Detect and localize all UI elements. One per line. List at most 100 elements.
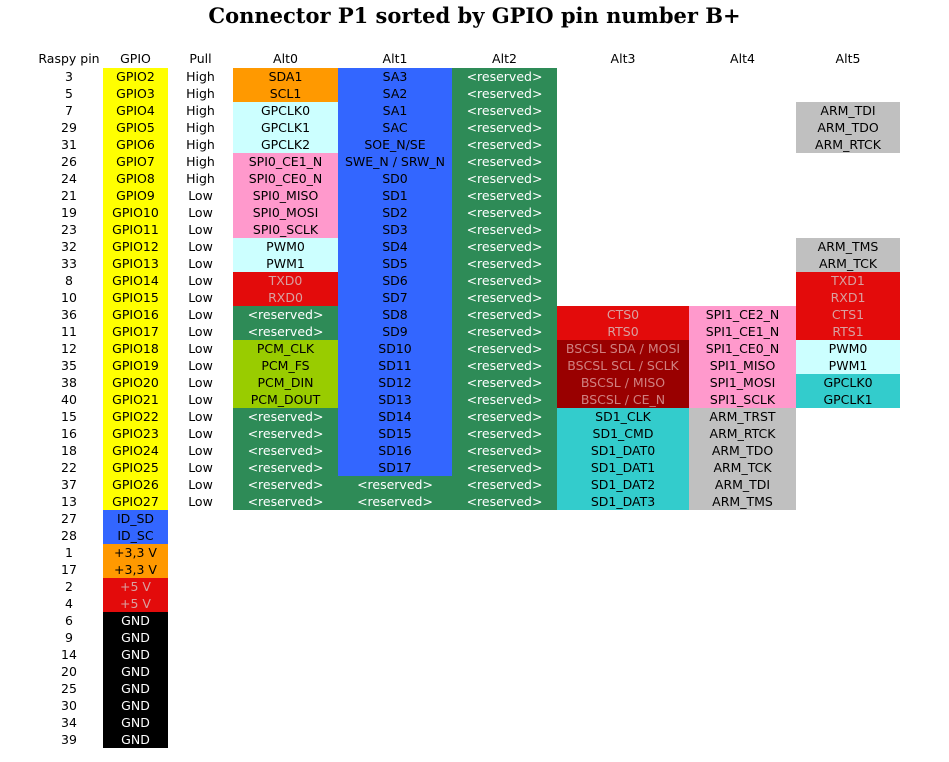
table-row: 27 ID_SD [35, 510, 900, 527]
pull-cell [168, 561, 233, 578]
pull-cell: High [186, 171, 215, 186]
alt5-cell-empty [796, 153, 900, 170]
alt1-cell: SAC [338, 119, 452, 136]
header-row: Raspy pin GPIO Pull Alt0 Alt1 Alt2 Alt3 … [35, 49, 900, 68]
alt4-cell: SPI1_CE1_N [689, 323, 796, 340]
alt3-cell: CTS0 [557, 306, 689, 323]
alt3-cell-empty [557, 255, 689, 272]
alt0-cell: PCM_DOUT [233, 391, 338, 408]
alt3-cell-empty [557, 714, 689, 731]
raspy-pin-cell: 10 [61, 290, 77, 305]
pull-cell [168, 578, 233, 595]
alt5-cell-empty [796, 714, 900, 731]
raspy-pin-cell: 24 [61, 171, 77, 186]
gpio-cell: ID_SD [103, 510, 168, 527]
raspy-pin-cell: 16 [61, 426, 77, 441]
alt5-cell-empty [796, 697, 900, 714]
gpio-cell: GND [103, 612, 168, 629]
pull-cell [168, 510, 233, 527]
raspy-pin-cell: 6 [65, 613, 73, 628]
alt0-cell-empty [233, 544, 338, 561]
table-row: 20 GND [35, 663, 900, 680]
alt3-cell: SD1_CMD [557, 425, 689, 442]
alt4-cell-empty [689, 731, 796, 748]
table-row: 9 GND [35, 629, 900, 646]
alt4-cell-empty [689, 238, 796, 255]
alt2-cell-empty [452, 697, 557, 714]
alt1-cell: SD12 [338, 374, 452, 391]
alt4-cell-empty [689, 510, 796, 527]
alt4-cell-empty [689, 680, 796, 697]
raspy-pin-cell: 11 [61, 324, 77, 339]
gpio-cell: GPIO26 [103, 476, 168, 493]
alt4-cell: ARM_TRST [689, 408, 796, 425]
alt1-cell-empty [338, 646, 452, 663]
alt1-cell-empty [338, 731, 452, 748]
alt2-cell-empty [452, 527, 557, 544]
raspy-pin-cell: 2 [65, 579, 73, 594]
alt1-cell: SD14 [338, 408, 452, 425]
alt0-cell-empty [233, 629, 338, 646]
alt1-cell-empty [338, 629, 452, 646]
table-row: 40 GPIO21 Low PCM_DOUT SD13 <reserved> BSCSL /… [35, 391, 900, 408]
alt5-cell-empty [796, 204, 900, 221]
raspy-pin-cell: 9 [65, 630, 73, 645]
table-row: 21 GPIO9 Low SPI0_MISO SD1 <reserved> [35, 187, 900, 204]
gpio-cell: GPIO20 [103, 374, 168, 391]
alt2-cell: <reserved> [452, 340, 557, 357]
gpio-cell: GND [103, 663, 168, 680]
alt5-cell-empty [796, 527, 900, 544]
gpio-cell: GPIO4 [103, 102, 168, 119]
alt3-cell: BSCSL / CE_N [557, 391, 689, 408]
alt0-cell-empty [233, 714, 338, 731]
alt2-cell-empty [452, 680, 557, 697]
table-row: 17 +3,3 V [35, 561, 900, 578]
alt5-cell-empty [796, 680, 900, 697]
alt4-cell-empty [689, 255, 796, 272]
pull-cell [168, 697, 233, 714]
alt1-cell: SD6 [338, 272, 452, 289]
alt0-cell: PCM_CLK [233, 340, 338, 357]
alt5-cell-empty [796, 85, 900, 102]
gpio-cell: GPIO22 [103, 408, 168, 425]
alt2-cell-empty [452, 663, 557, 680]
alt4-cell-empty [689, 544, 796, 561]
page-title: Connector P1 sorted by GPIO pin number B… [208, 3, 741, 28]
alt3-cell-empty [557, 510, 689, 527]
gpio-cell: GPIO19 [103, 357, 168, 374]
alt0-cell: PCM_FS [233, 357, 338, 374]
raspy-pin-cell: 36 [61, 307, 77, 322]
alt4-cell: SPI1_MOSI [689, 374, 796, 391]
alt3-cell-empty [557, 204, 689, 221]
table-row: 7 GPIO4 High GPCLK0 SA1 <reserved> ARM_TDI [35, 102, 900, 119]
gpio-cell: +5 V [103, 595, 168, 612]
alt1-cell-empty [338, 714, 452, 731]
alt1-cell: SA3 [338, 68, 452, 85]
raspy-pin-cell: 17 [61, 562, 77, 577]
alt5-cell: GPCLK1 [796, 391, 900, 408]
alt1-cell: SD5 [338, 255, 452, 272]
alt4-cell-empty [689, 527, 796, 544]
alt0-cell: GPCLK2 [233, 136, 338, 153]
alt1-cell: SD13 [338, 391, 452, 408]
pull-cell: Low [188, 256, 213, 271]
gpio-cell: GPIO8 [103, 170, 168, 187]
alt0-cell: PCM_DIN [233, 374, 338, 391]
table-row: 12 GPIO18 Low PCM_CLK SD10 <reserved> BSCSL SD… [35, 340, 900, 357]
gpio-cell: ID_SC [103, 527, 168, 544]
pull-cell [168, 731, 233, 748]
alt5-cell-empty [796, 476, 900, 493]
table-row: 14 GND [35, 646, 900, 663]
raspy-pin-cell: 7 [65, 103, 73, 118]
alt2-cell-empty [452, 578, 557, 595]
alt5-cell-empty [796, 646, 900, 663]
gpio-cell: GPIO15 [103, 289, 168, 306]
alt3-cell-empty [557, 629, 689, 646]
table-row: 35 GPIO19 Low PCM_FS SD11 <reserved> BSCSL SCL… [35, 357, 900, 374]
alt1-cell-empty [338, 680, 452, 697]
col-header-alt3: Alt3 [610, 51, 636, 66]
alt3-cell: SD1_DAT0 [557, 442, 689, 459]
alt5-cell: TXD1 [796, 272, 900, 289]
raspy-pin-cell: 23 [61, 222, 77, 237]
alt2-cell: <reserved> [452, 476, 557, 493]
